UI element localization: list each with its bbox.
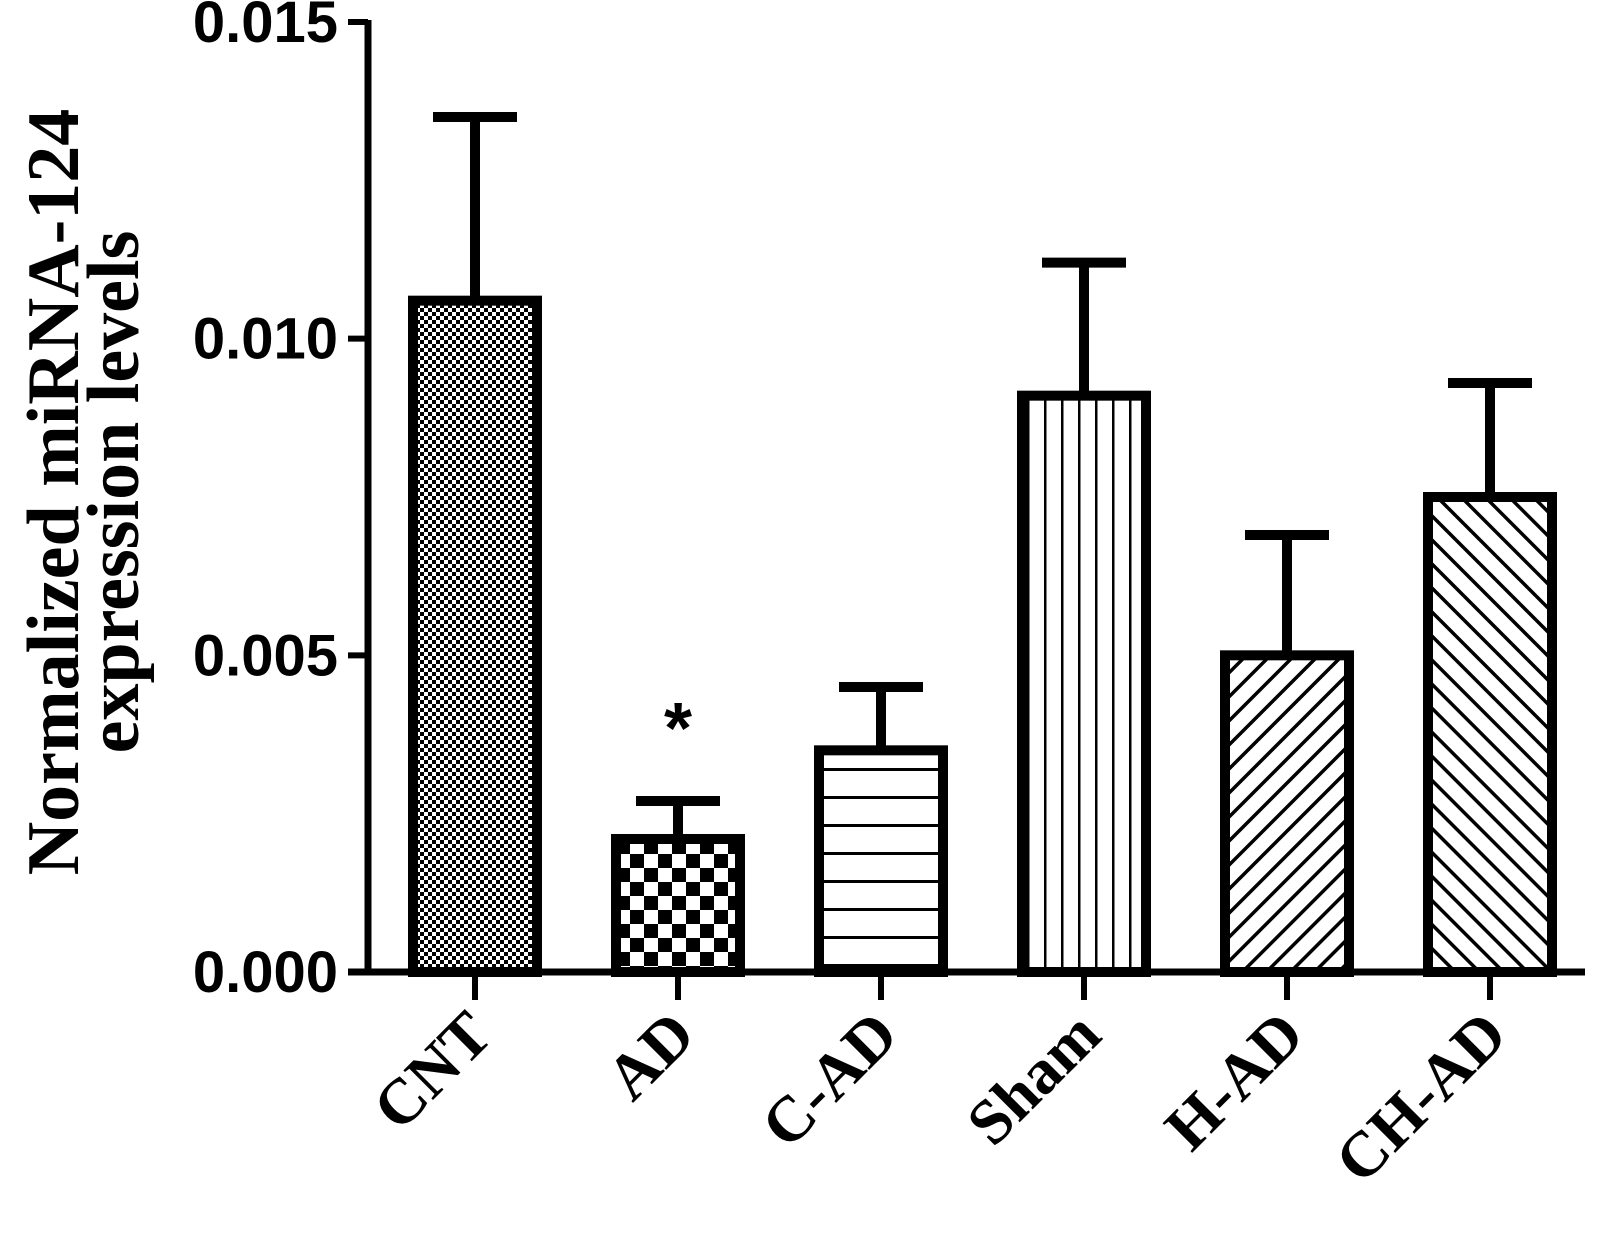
x-category-label: CNT — [359, 998, 505, 1144]
significance-asterisk: * — [664, 689, 692, 769]
y-axis-label-line-2: expression levels — [73, 231, 155, 754]
x-category-label: H-AD — [1151, 998, 1317, 1164]
error-bars-group — [433, 112, 1532, 839]
bar-sham — [1017, 390, 1151, 977]
annotations-group: * — [664, 689, 692, 769]
y-tick-label: 0.005 — [193, 623, 338, 688]
y-tick-label: 0.010 — [193, 307, 338, 372]
y-axis-ticks: 0.000 0.005 0.010 0.015 — [193, 0, 368, 1005]
x-category-label: AD — [592, 998, 708, 1114]
y-tick-label: 0.015 — [193, 0, 338, 55]
bars-group — [408, 295, 1557, 977]
x-axis-categories: CNT AD C-AD Sham H-AD CH-AD — [359, 998, 1520, 1197]
y-tick-label: 0.000 — [193, 940, 338, 1005]
y-axis-label-line-1: Normalized miRNA-124 — [13, 109, 95, 876]
bar-ad — [611, 834, 745, 977]
bar-ch-ad — [1423, 492, 1557, 977]
bar-c-ad — [814, 745, 948, 977]
x-category-label: C-AD — [748, 998, 911, 1161]
x-category-label: Sham — [953, 998, 1114, 1159]
y-axis-label: Normalized miRNA-124 expression levels — [13, 109, 155, 876]
bar-h-ad — [1220, 650, 1354, 977]
x-category-label: CH-AD — [1321, 998, 1520, 1197]
bar-cnt — [408, 295, 542, 977]
axes-group — [348, 20, 1585, 1000]
